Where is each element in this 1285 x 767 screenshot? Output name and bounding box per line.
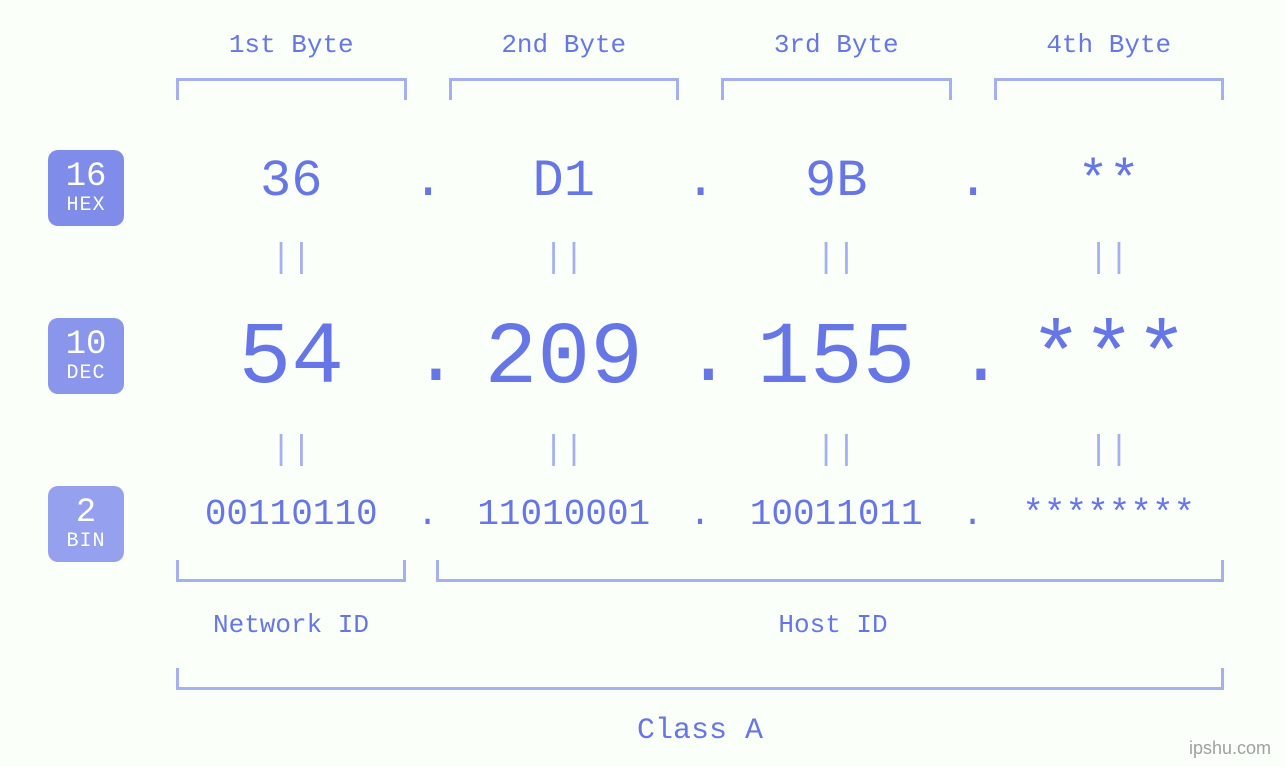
equals-glyph: || (443, 432, 686, 470)
dec-byte-3: 155 (715, 310, 958, 409)
equals-row-1: || || || || (170, 240, 1230, 278)
badge-hex-txt: HEX (66, 196, 105, 216)
host-id-bracket (436, 560, 1224, 582)
hex-row: 36 . D1 . 9B . ** (170, 152, 1230, 211)
byte-bracket-4 (994, 78, 1225, 100)
dot-sep: . (958, 494, 988, 535)
dot-sep: . (413, 152, 443, 211)
dot-sep: . (958, 152, 988, 211)
byte-bracket-1 (176, 78, 407, 100)
dot-sep: . (685, 152, 715, 211)
byte-bracket-3 (721, 78, 952, 100)
bin-byte-4: ******** (988, 494, 1231, 535)
badge-dec-num: 10 (66, 328, 107, 362)
hex-byte-4: ** (988, 152, 1231, 211)
equals-glyph: || (715, 240, 958, 278)
equals-glyph: || (170, 240, 413, 278)
bin-byte-2: 11010001 (443, 494, 686, 535)
class-bracket (176, 668, 1224, 690)
hex-byte-1: 36 (170, 152, 413, 211)
class-label: Class A (637, 714, 763, 748)
id-bracket-row (170, 560, 1230, 582)
dot-sep: . (685, 316, 715, 404)
equals-glyph: || (988, 432, 1231, 470)
class-label-row: Class A (170, 714, 1230, 748)
dot-sep: . (685, 494, 715, 535)
equals-glyph: || (715, 432, 958, 470)
byte-bracket-2 (449, 78, 680, 100)
byte-header-1: 1st Byte (170, 30, 413, 60)
badge-bin-txt: BIN (66, 532, 105, 552)
hex-byte-3: 9B (715, 152, 958, 211)
network-id-bracket (176, 560, 406, 582)
badge-hex-num: 16 (66, 160, 107, 194)
byte-header-2: 2nd Byte (443, 30, 686, 60)
equals-glyph: || (443, 240, 686, 278)
radix-badge-dec: 10 DEC (48, 318, 124, 394)
dot-sep: . (413, 316, 443, 404)
equals-glyph: || (170, 432, 413, 470)
badge-bin-num: 2 (76, 496, 96, 530)
byte-bracket-row (170, 78, 1230, 100)
dot-sep: . (413, 494, 443, 535)
watermark: ipshu.com (1189, 738, 1271, 759)
equals-glyph: || (988, 240, 1231, 278)
dec-byte-4: *** (988, 310, 1231, 409)
radix-badge-hex: 16 HEX (48, 150, 124, 226)
badge-dec-txt: DEC (66, 364, 105, 384)
byte-header-3: 3rd Byte (715, 30, 958, 60)
byte-header-row: 1st Byte 2nd Byte 3rd Byte 4th Byte (170, 30, 1230, 60)
dec-byte-2: 209 (443, 310, 686, 409)
network-id-label: Network ID (176, 610, 406, 640)
hex-byte-2: D1 (443, 152, 686, 211)
id-label-row: Network ID Host ID (170, 610, 1230, 640)
radix-badge-bin: 2 BIN (48, 486, 124, 562)
bin-byte-1: 00110110 (170, 494, 413, 535)
dec-row: 54 . 209 . 155 . *** (170, 310, 1230, 409)
bin-byte-3: 10011011 (715, 494, 958, 535)
dec-byte-1: 54 (170, 310, 413, 409)
host-id-label: Host ID (436, 610, 1230, 640)
dot-sep: . (958, 316, 988, 404)
byte-header-4: 4th Byte (988, 30, 1231, 60)
class-bracket-row (170, 668, 1230, 690)
equals-row-2: || || || || (170, 432, 1230, 470)
bin-row: 00110110 . 11010001 . 10011011 . *******… (170, 494, 1230, 535)
